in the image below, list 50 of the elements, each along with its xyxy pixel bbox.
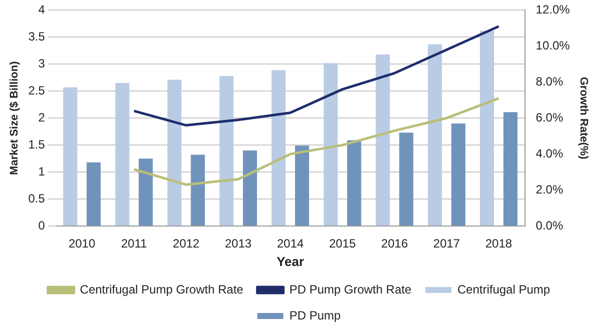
x-tick-label: 2016 [381,236,408,251]
bar [272,70,286,226]
bar [480,30,494,226]
bar [503,112,518,226]
y-tick-label: 3 [38,56,46,70]
bar [138,158,153,226]
y-tick-label: 3.5 [28,29,46,44]
y2-tick-label: 2.0% [536,182,564,196]
bar [167,80,182,226]
y2-tick-label: 8.0% [536,74,564,88]
y-tick-label: 2 [38,110,46,124]
x-tick-label: 2018 [485,236,512,251]
bar [399,132,414,226]
x-axis-title: Year [276,254,304,269]
y2-tick-label: 6.0% [536,110,564,124]
y2-tick-label: 0.0% [536,218,564,232]
legend-label: PD Pump [289,308,341,322]
bar [451,123,466,226]
y-tick-label: 1 [38,164,46,178]
bar [219,76,234,226]
x-tick-label: 2012 [172,236,200,251]
y-axis-title: Market Size ($ Billion) [8,60,21,175]
bar [324,63,338,226]
x-tick-label: 2013 [224,236,252,251]
legend-label: Centrifugal Pump [457,282,550,296]
bar [428,44,442,226]
bar [115,83,130,226]
legend-label: PD Pump Growth Rate [289,282,412,296]
bar [63,87,78,226]
x-tick-label: 2010 [68,236,96,251]
bar [295,146,310,226]
y2-tick-label: 12.0% [536,2,570,17]
bar [376,54,390,226]
y-tick-label: 0 [38,218,46,232]
y2-axis-title: Growth Rate(%) [577,76,590,160]
y-tick-label: 1.5 [28,137,46,152]
y2-tick-label: 4.0% [536,146,564,160]
y-tick-label: 0.5 [28,191,46,206]
bar [86,162,101,226]
legend-label: Centrifugal Pump Growth Rate [80,282,244,296]
y-tick-label: 2.5 [28,83,46,98]
x-tick-label: 2015 [329,236,356,251]
x-tick-label: 2014 [276,236,304,251]
y2-tick-label: 10.0% [536,38,570,52]
bar [242,150,257,226]
x-tick-label: 2011 [121,236,148,251]
bar [190,154,205,226]
bar [347,140,362,226]
x-tick-label: 2017 [433,236,460,251]
y-tick-label: 4 [38,2,46,17]
